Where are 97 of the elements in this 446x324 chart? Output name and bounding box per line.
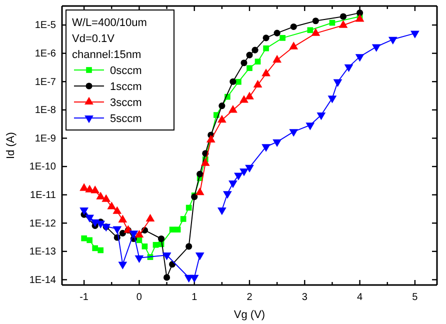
point bbox=[312, 18, 319, 24]
point bbox=[254, 58, 261, 65]
point bbox=[152, 242, 159, 248]
annotation: W/L=400/10um bbox=[72, 17, 147, 29]
x-tick-label: 4 bbox=[357, 292, 364, 304]
y-tick-label: 1E-14 bbox=[29, 274, 56, 286]
point bbox=[272, 54, 282, 63]
point bbox=[316, 112, 326, 120]
point bbox=[253, 80, 262, 88]
legend-label: 1sccm bbox=[110, 81, 142, 93]
point bbox=[262, 68, 270, 76]
point bbox=[333, 79, 342, 87]
y-tick-label: 1E-12 bbox=[29, 218, 56, 230]
legend-label: 5sccm bbox=[110, 113, 142, 125]
point bbox=[86, 237, 92, 244]
point bbox=[162, 252, 172, 260]
point bbox=[118, 262, 128, 270]
point bbox=[328, 96, 337, 104]
point bbox=[218, 102, 226, 110]
x-tick-label: 1 bbox=[192, 292, 198, 304]
point bbox=[90, 219, 100, 228]
point bbox=[190, 274, 199, 283]
point bbox=[85, 214, 94, 222]
point bbox=[311, 28, 320, 36]
y-tick-label: 1E-9 bbox=[34, 133, 56, 144]
point bbox=[195, 252, 204, 260]
point bbox=[240, 168, 248, 176]
legend-label: 0sccm bbox=[110, 65, 142, 77]
point bbox=[230, 78, 236, 85]
point bbox=[217, 207, 226, 216]
point bbox=[92, 245, 98, 252]
x-tick-label: 5 bbox=[412, 292, 418, 304]
point bbox=[306, 122, 315, 130]
point bbox=[129, 230, 138, 238]
point bbox=[80, 207, 88, 216]
point bbox=[388, 36, 398, 45]
y-tick-label: 1E-7 bbox=[34, 76, 56, 88]
point bbox=[307, 27, 314, 34]
point bbox=[262, 34, 270, 42]
point bbox=[112, 226, 122, 234]
point bbox=[186, 243, 192, 250]
legend-label: 3sccm bbox=[110, 97, 142, 109]
point bbox=[355, 14, 364, 22]
point bbox=[245, 164, 254, 173]
point bbox=[252, 46, 258, 54]
point bbox=[228, 105, 238, 113]
point bbox=[289, 129, 298, 137]
point bbox=[217, 114, 226, 123]
point bbox=[344, 64, 354, 72]
point bbox=[355, 54, 364, 62]
point bbox=[410, 30, 420, 38]
x-tick-label: -1 bbox=[80, 292, 89, 304]
point bbox=[290, 23, 297, 30]
y-tick-label: 1E-8 bbox=[34, 105, 56, 116]
x-tick-label: 2 bbox=[246, 292, 253, 304]
point bbox=[180, 216, 186, 222]
point bbox=[372, 44, 381, 52]
point bbox=[142, 244, 148, 250]
y-axis-title: Id (A) bbox=[5, 132, 17, 159]
point bbox=[246, 65, 252, 72]
y-tick-label: 1E-13 bbox=[29, 246, 56, 258]
point bbox=[223, 191, 232, 199]
point bbox=[262, 144, 270, 152]
point bbox=[245, 92, 254, 100]
point bbox=[119, 230, 126, 236]
point bbox=[240, 60, 248, 66]
point bbox=[272, 139, 282, 148]
point bbox=[196, 170, 204, 178]
point bbox=[236, 78, 242, 85]
point bbox=[234, 172, 243, 180]
point bbox=[174, 226, 181, 233]
point bbox=[186, 204, 192, 211]
point bbox=[280, 35, 286, 41]
point bbox=[340, 13, 347, 20]
point bbox=[274, 30, 280, 36]
point bbox=[240, 95, 248, 103]
point bbox=[289, 42, 298, 50]
annotation: channel:15nm bbox=[72, 49, 142, 61]
point bbox=[338, 20, 348, 28]
x-axis-title: Vg (V) bbox=[234, 309, 266, 321]
point bbox=[356, 10, 364, 16]
point bbox=[98, 247, 104, 254]
x-tick-label: 3 bbox=[302, 292, 308, 304]
point bbox=[169, 226, 176, 233]
point bbox=[246, 52, 253, 58]
annotation: Vd=0.1V bbox=[72, 33, 116, 45]
point bbox=[263, 45, 269, 52]
point bbox=[163, 274, 170, 281]
y-tick-label: 1E-10 bbox=[29, 162, 56, 173]
y-tick-label: 1E-11 bbox=[30, 190, 56, 202]
point bbox=[228, 180, 238, 188]
point bbox=[81, 235, 87, 242]
y-tick-label: 1E-5 bbox=[34, 20, 56, 32]
point bbox=[158, 235, 165, 242]
point bbox=[134, 255, 144, 264]
x-tick-label: 0 bbox=[136, 292, 142, 304]
y-tick-label: 1E-6 bbox=[34, 48, 56, 60]
